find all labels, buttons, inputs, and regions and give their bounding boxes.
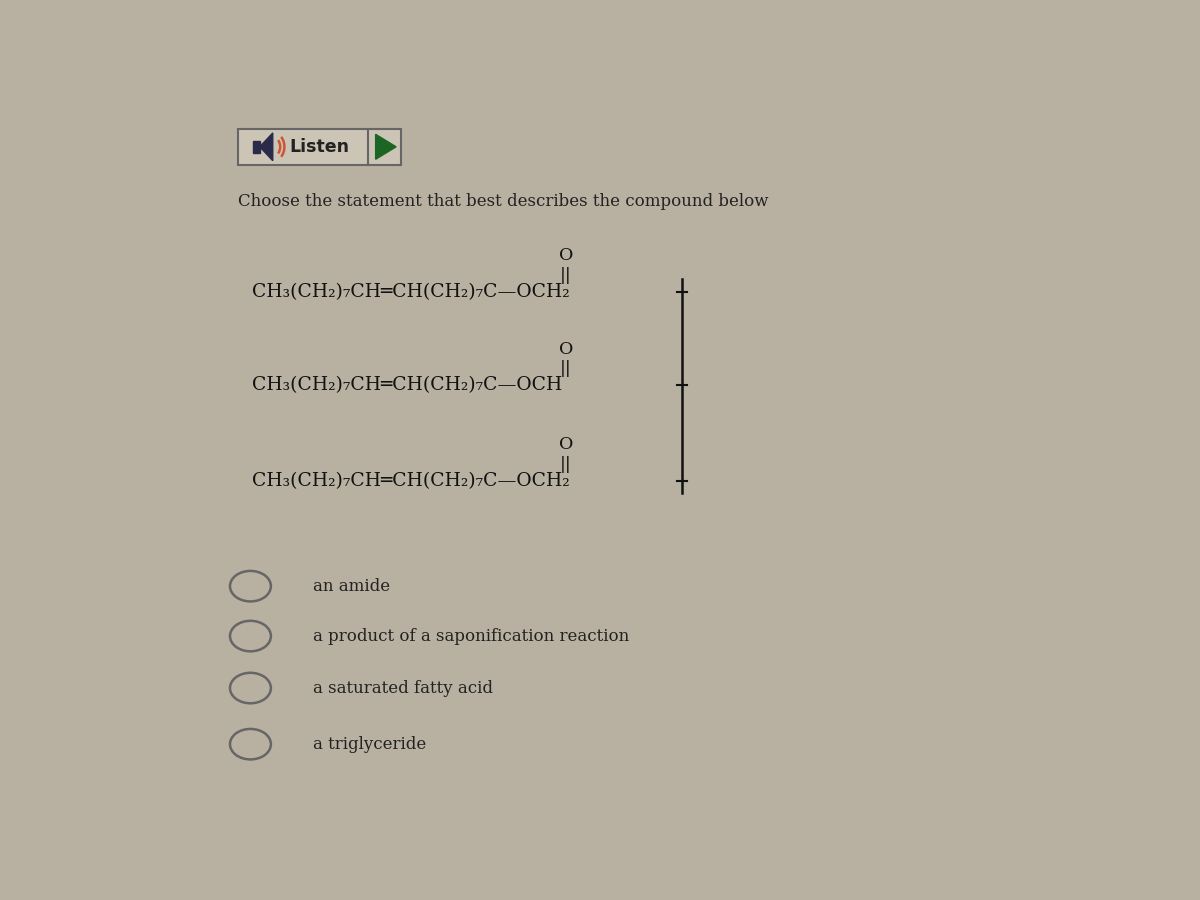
Text: O: O: [558, 436, 572, 454]
Text: O: O: [558, 248, 572, 264]
Polygon shape: [376, 134, 396, 159]
Text: ||: ||: [560, 455, 571, 472]
Text: a saturated fatty acid: a saturated fatty acid: [313, 680, 493, 697]
Text: a triglyceride: a triglyceride: [313, 735, 426, 752]
Text: an amide: an amide: [313, 578, 390, 595]
Polygon shape: [259, 133, 272, 161]
Text: CH₃(CH₂)₇CH═CH(CH₂)₇C—OCH₂: CH₃(CH₂)₇CH═CH(CH₂)₇C—OCH₂: [252, 472, 570, 490]
Text: Listen: Listen: [289, 138, 349, 156]
FancyBboxPatch shape: [239, 129, 401, 165]
Text: CH₃(CH₂)₇CH═CH(CH₂)₇C—OCH₂: CH₃(CH₂)₇CH═CH(CH₂)₇C—OCH₂: [252, 283, 570, 301]
Text: Choose the statement that best describes the compound below: Choose the statement that best describes…: [238, 194, 769, 210]
Text: CH₃(CH₂)₇CH═CH(CH₂)₇C—OCH: CH₃(CH₂)₇CH═CH(CH₂)₇C—OCH: [252, 376, 563, 394]
Text: ||: ||: [560, 360, 571, 377]
Text: ||: ||: [560, 266, 571, 284]
Bar: [253, 140, 259, 153]
Text: a product of a saponification reaction: a product of a saponification reaction: [313, 627, 629, 644]
Text: O: O: [558, 341, 572, 357]
